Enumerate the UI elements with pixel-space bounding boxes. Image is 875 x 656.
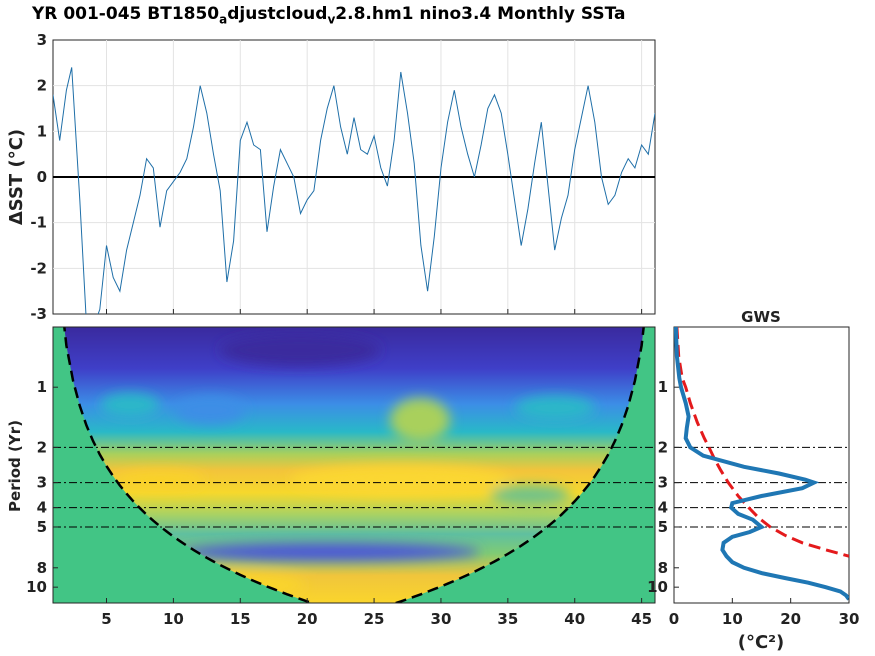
wavelet-y-tick-label: 10 — [26, 578, 47, 596]
wavelet-axes-frame — [52, 326, 656, 604]
cone-of-influence-right — [354, 327, 655, 603]
gws-y-tick-label: 2 — [658, 438, 668, 456]
gws-y-tick-label: 3 — [658, 474, 668, 492]
chart-title: YR 001-045 BT1850adjustcloudv2.8.hm1 nin… — [32, 4, 626, 27]
wavelet-y-tick-label: 5 — [37, 518, 47, 536]
gws-y-tick-label: 10 — [647, 578, 668, 596]
wavelet-y-tick-label: 4 — [37, 499, 47, 517]
gws-x-tick-label: 30 — [839, 610, 860, 628]
wavelet-power-texture — [100, 334, 595, 597]
time-x-ticks: 5 10 15 20 25 30 35 40 45 — [101, 309, 652, 628]
gws-y-tick-label: 4 — [658, 499, 668, 517]
time-x-tick-label: 15 — [230, 610, 251, 628]
gws-x-tick-label: 0 — [669, 610, 679, 628]
time-x-tick-label: 45 — [631, 610, 652, 628]
sst-y-tick-label: -2 — [30, 259, 47, 277]
gws-x-tick-label: 20 — [780, 610, 801, 628]
gws-y-tick-label: 5 — [658, 518, 668, 536]
time-x-tick-label: 35 — [497, 610, 518, 628]
gws-y-tick-label: 1 — [658, 378, 668, 396]
gws-significance-line — [675, 327, 849, 558]
sst-y-label: ΔSST (°C) — [6, 129, 27, 225]
sst-y-tick-label: 3 — [37, 31, 47, 49]
cone-of-influence-boundary — [63, 327, 645, 603]
sst-line — [53, 67, 655, 314]
wavelet-y-tick-label: 2 — [37, 438, 47, 456]
time-x-tick-label: 30 — [431, 610, 452, 628]
time-x-tick-label: 5 — [101, 610, 111, 628]
wavelet-y-tick-label: 8 — [37, 559, 47, 577]
sst-y-tick-label: 2 — [37, 77, 47, 95]
sst-panel: -3 -2 -1 0 1 2 3 ΔSST (°C) — [6, 31, 656, 323]
time-x-tick-label: 40 — [564, 610, 585, 628]
wavelet-y-tick-label: 3 — [37, 474, 47, 492]
gws-y-tick-label: 8 — [658, 559, 668, 577]
gws-axes-frame — [673, 326, 850, 604]
sst-y-tick-label: -3 — [30, 305, 47, 323]
gws-power-line — [674, 327, 849, 601]
wavelet-reference-lines — [53, 446, 655, 528]
gws-title: GWS — [741, 308, 781, 326]
wavelet-y-label: Period (Yr) — [6, 420, 24, 512]
time-x-tick-label: 20 — [297, 610, 318, 628]
time-x-tick-label: 25 — [364, 610, 385, 628]
gws-x-ticks: 0 10 20 30 — [669, 598, 860, 628]
gws-y-ticks: 1 2 3 45 810 — [647, 378, 679, 596]
gws-x-tick-label: 10 — [722, 610, 743, 628]
sst-y-tick-label: 1 — [37, 122, 47, 140]
gws-x-label: (°C²) — [738, 632, 785, 653]
wavelet-y-tick-label: 1 — [37, 378, 47, 396]
wavelet-y-ticks: 1 2 3 45 810 — [26, 378, 58, 596]
sst-y-tick-label: -1 — [30, 214, 47, 232]
sst-y-tick-label: 0 — [37, 168, 47, 186]
cone-of-influence-left — [53, 327, 354, 603]
time-x-tick-label: 10 — [163, 610, 184, 628]
sst-y-ticks: -3 -2 -1 0 1 2 3 — [30, 31, 47, 323]
